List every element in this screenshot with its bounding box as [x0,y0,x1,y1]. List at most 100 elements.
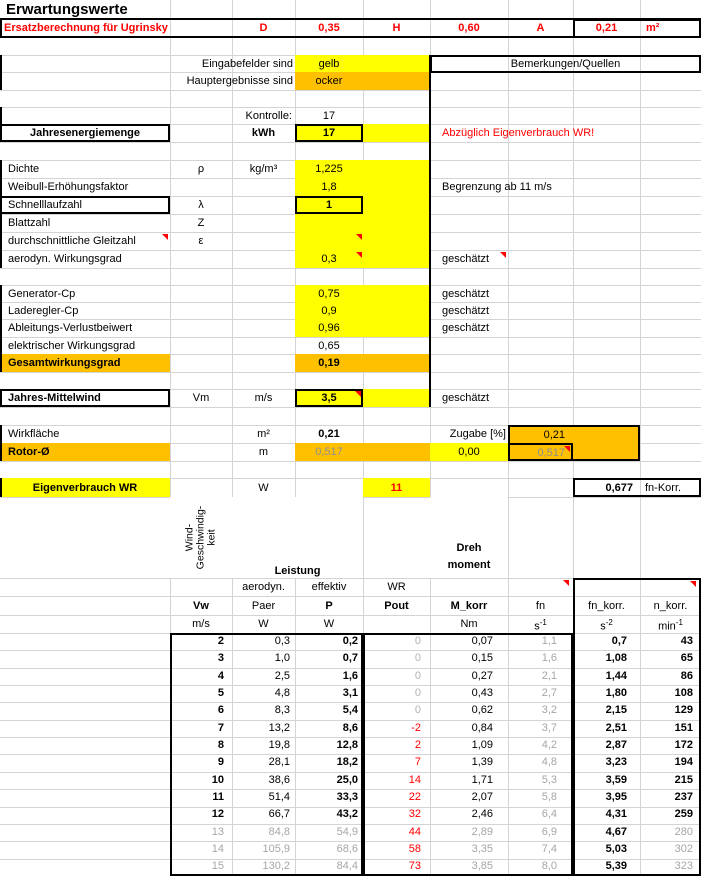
table-cell-mkorr[interactable]: 2,46 [471,808,493,821]
table-cell-fnkorr[interactable]: 0,7 [611,635,627,647]
table-cell-pout[interactable]: 73 [408,860,421,873]
table-cell-pout[interactable]: -2 [411,721,421,734]
table-cell-pout[interactable]: 14 [408,773,421,786]
energy-value[interactable]: 17 [295,125,363,142]
table-cell-p[interactable]: 43,2 [336,808,358,821]
table-cell-nkorr[interactable]: 172 [674,739,693,752]
table-cell-p[interactable]: 18,2 [336,756,358,769]
table-cell-p[interactable]: 8,6 [342,721,358,734]
table-cell-p[interactable]: 84,4 [336,860,358,873]
table-cell-mkorr[interactable]: 0,07 [471,635,493,647]
table-cell-pout[interactable]: 0 [414,687,421,700]
eff-generator-value[interactable]: 0,75 [318,288,340,300]
table-cell-nkorr[interactable]: 129 [674,704,693,717]
eff-ableitung-value[interactable]: 0,96 [318,322,340,334]
table-cell-mkorr[interactable]: 1,09 [471,739,493,752]
table-cell-fn[interactable]: 8,0 [541,860,557,873]
eff-elektrisch-value[interactable]: 0,65 [318,340,340,352]
table-cell-fnkorr[interactable]: 2,87 [605,739,627,752]
table-cell-nkorr[interactable]: 237 [674,791,693,804]
table-cell-nkorr[interactable]: 151 [674,721,693,734]
eff-laderegler-value[interactable]: 0,9 [321,305,337,317]
table-cell-pout[interactable]: 32 [408,808,421,821]
table-cell-fn[interactable]: 2,7 [541,687,557,700]
table-cell-mkorr[interactable]: 3,85 [471,860,493,873]
table-cell-mkorr[interactable]: 0,27 [471,669,493,682]
rotor-corr-value[interactable]: 0,517 [510,445,565,460]
param-dichte-value[interactable]: 1,225 [315,163,343,175]
table-cell-nkorr[interactable]: 323 [674,860,693,873]
table-cell-pout[interactable]: 58 [408,843,421,856]
table-cell-nkorr[interactable]: 215 [674,773,693,786]
table-cell-p[interactable]: 25,0 [336,773,358,786]
table-cell-paer[interactable]: 4,8 [274,687,290,700]
table-cell-nkorr[interactable]: 259 [674,808,693,821]
table-cell-paer[interactable]: 8,3 [274,704,290,717]
table-cell-mkorr[interactable]: 0,43 [471,687,493,700]
table-cell-vw[interactable]: 12 [211,808,224,821]
eff-gesamt-value[interactable]: 0,19 [295,355,363,372]
table-cell-fn[interactable]: 6,4 [541,808,557,821]
table-cell-fnkorr[interactable]: 1,08 [605,652,627,665]
table-cell-p[interactable]: 54,9 [336,825,358,838]
table-cell-paer[interactable]: 1,0 [274,652,290,665]
area-corr-value[interactable]: 0,21 [508,427,565,443]
table-cell-fnkorr[interactable]: 5,03 [605,843,627,856]
table-cell-p[interactable]: 3,1 [342,687,358,700]
table-cell-paer[interactable]: 130,2 [262,860,290,873]
table-cell-fn[interactable]: 7,4 [541,843,557,856]
table-cell-fn[interactable]: 6,9 [541,825,557,838]
table-cell-vw[interactable]: 6 [217,704,224,717]
table-cell-nkorr[interactable]: 43 [680,635,693,647]
ersatz-a-value[interactable]: 0,21 [595,22,618,34]
table-cell-p[interactable]: 0,2 [342,635,358,647]
table-cell-p[interactable]: 0,7 [342,652,358,665]
table-cell-paer[interactable]: 0,3 [274,635,290,647]
table-cell-nkorr[interactable]: 86 [680,669,693,682]
table-cell-fn[interactable]: 1,6 [541,652,557,665]
param-weibull-value[interactable]: 1,8 [321,181,337,193]
table-cell-mkorr[interactable]: 3,35 [471,843,493,856]
table-cell-fn[interactable]: 5,8 [541,791,557,804]
table-cell-fnkorr[interactable]: 3,23 [605,756,627,769]
table-cell-nkorr[interactable]: 65 [680,652,693,665]
table-cell-mkorr[interactable]: 1,39 [471,756,493,769]
table-cell-vw[interactable]: 4 [217,669,224,682]
table-cell-paer[interactable]: 51,4 [268,791,290,804]
table-cell-mkorr[interactable]: 2,07 [471,791,493,804]
table-cell-p[interactable]: 12,8 [336,739,358,752]
table-cell-nkorr[interactable]: 280 [674,825,693,838]
table-cell-vw[interactable]: 14 [211,843,224,856]
table-cell-paer[interactable]: 38,6 [268,773,290,786]
eigen-fnkorr-value[interactable]: 0,677 [605,482,633,494]
table-cell-p[interactable]: 1,6 [342,669,358,682]
param-schnelllaufzahl-value[interactable]: 1 [325,199,333,211]
table-cell-nkorr[interactable]: 194 [674,756,693,769]
kontrolle-value[interactable]: 17 [322,110,336,122]
rotor-value[interactable]: 0,517 [295,444,363,461]
table-cell-fnkorr[interactable]: 2,15 [605,704,627,717]
area-value[interactable]: 0,21 [318,428,340,440]
table-cell-mkorr[interactable]: 0,84 [471,721,493,734]
table-cell-fnkorr[interactable]: 4,67 [605,825,627,838]
table-cell-pout[interactable]: 0 [414,635,421,647]
table-cell-fnkorr[interactable]: 3,59 [605,773,627,786]
table-cell-fn[interactable]: 4,2 [541,739,557,752]
ersatz-d-value[interactable]: 0,35 [318,22,340,34]
table-cell-fn[interactable]: 3,7 [541,721,557,734]
table-cell-pout[interactable]: 0 [414,704,421,717]
table-cell-paer[interactable]: 66,7 [268,808,290,821]
table-cell-vw[interactable]: 10 [211,773,224,786]
table-cell-mkorr[interactable]: 0,15 [471,652,493,665]
table-cell-vw[interactable]: 3 [217,652,224,665]
table-cell-p[interactable]: 33,3 [336,791,358,804]
table-cell-vw[interactable]: 13 [211,825,224,838]
table-cell-vw[interactable]: 8 [217,739,224,752]
table-cell-paer[interactable]: 84,8 [268,825,290,838]
table-cell-paer[interactable]: 19,8 [268,739,290,752]
table-cell-vw[interactable]: 5 [217,687,224,700]
table-cell-pout[interactable]: 7 [414,756,421,769]
table-cell-vw[interactable]: 2 [217,635,224,647]
eigen-value[interactable]: 11 [363,480,430,497]
table-cell-fn[interactable]: 1,1 [541,635,557,647]
